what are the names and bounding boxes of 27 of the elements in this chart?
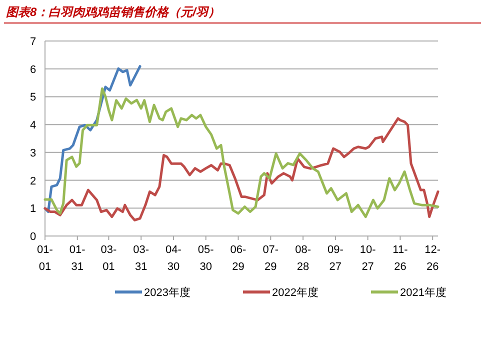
chart-title: 图表8：白羽肉鸡鸡苗销售价格（元/羽） [6, 5, 220, 19]
y-tick-label: 3 [30, 147, 36, 160]
x-tick-label: 07-29 [262, 244, 279, 273]
y-tick-label: 7 [30, 36, 36, 48]
x-tick-label: 03-31 [133, 244, 150, 273]
x-tick-label: 01-01 [37, 244, 54, 273]
x-tick-label: 08-28 [295, 244, 312, 273]
y-tick-label: 4 [30, 120, 36, 132]
x-tick-label: 01-31 [69, 244, 86, 273]
line-series [44, 87, 440, 218]
x-tick-label: 11-26 [392, 244, 408, 273]
x-tick-label: 05-30 [198, 244, 214, 273]
y-tick-label: 1 [30, 203, 36, 216]
x-tick-label: 04-30 [166, 244, 182, 273]
y-tick-label: 5 [30, 92, 36, 104]
x-tick-label: 09-27 [327, 244, 344, 273]
x-tick-label: 03-01 [100, 244, 117, 273]
legend-label: 2023年度 [144, 286, 190, 299]
legend-label: 2022年度 [272, 286, 318, 299]
line-series [44, 117, 440, 222]
y-tick-label: 6 [30, 64, 36, 76]
y-tick-label: 2 [30, 175, 36, 188]
y-tick-label: 0 [30, 231, 36, 243]
x-tick-label: 10-27 [360, 244, 376, 273]
x-tick-label: 12-26 [424, 244, 441, 273]
legend-label: 2021年度 [400, 286, 446, 299]
x-tick-label: 06-29 [230, 244, 247, 273]
